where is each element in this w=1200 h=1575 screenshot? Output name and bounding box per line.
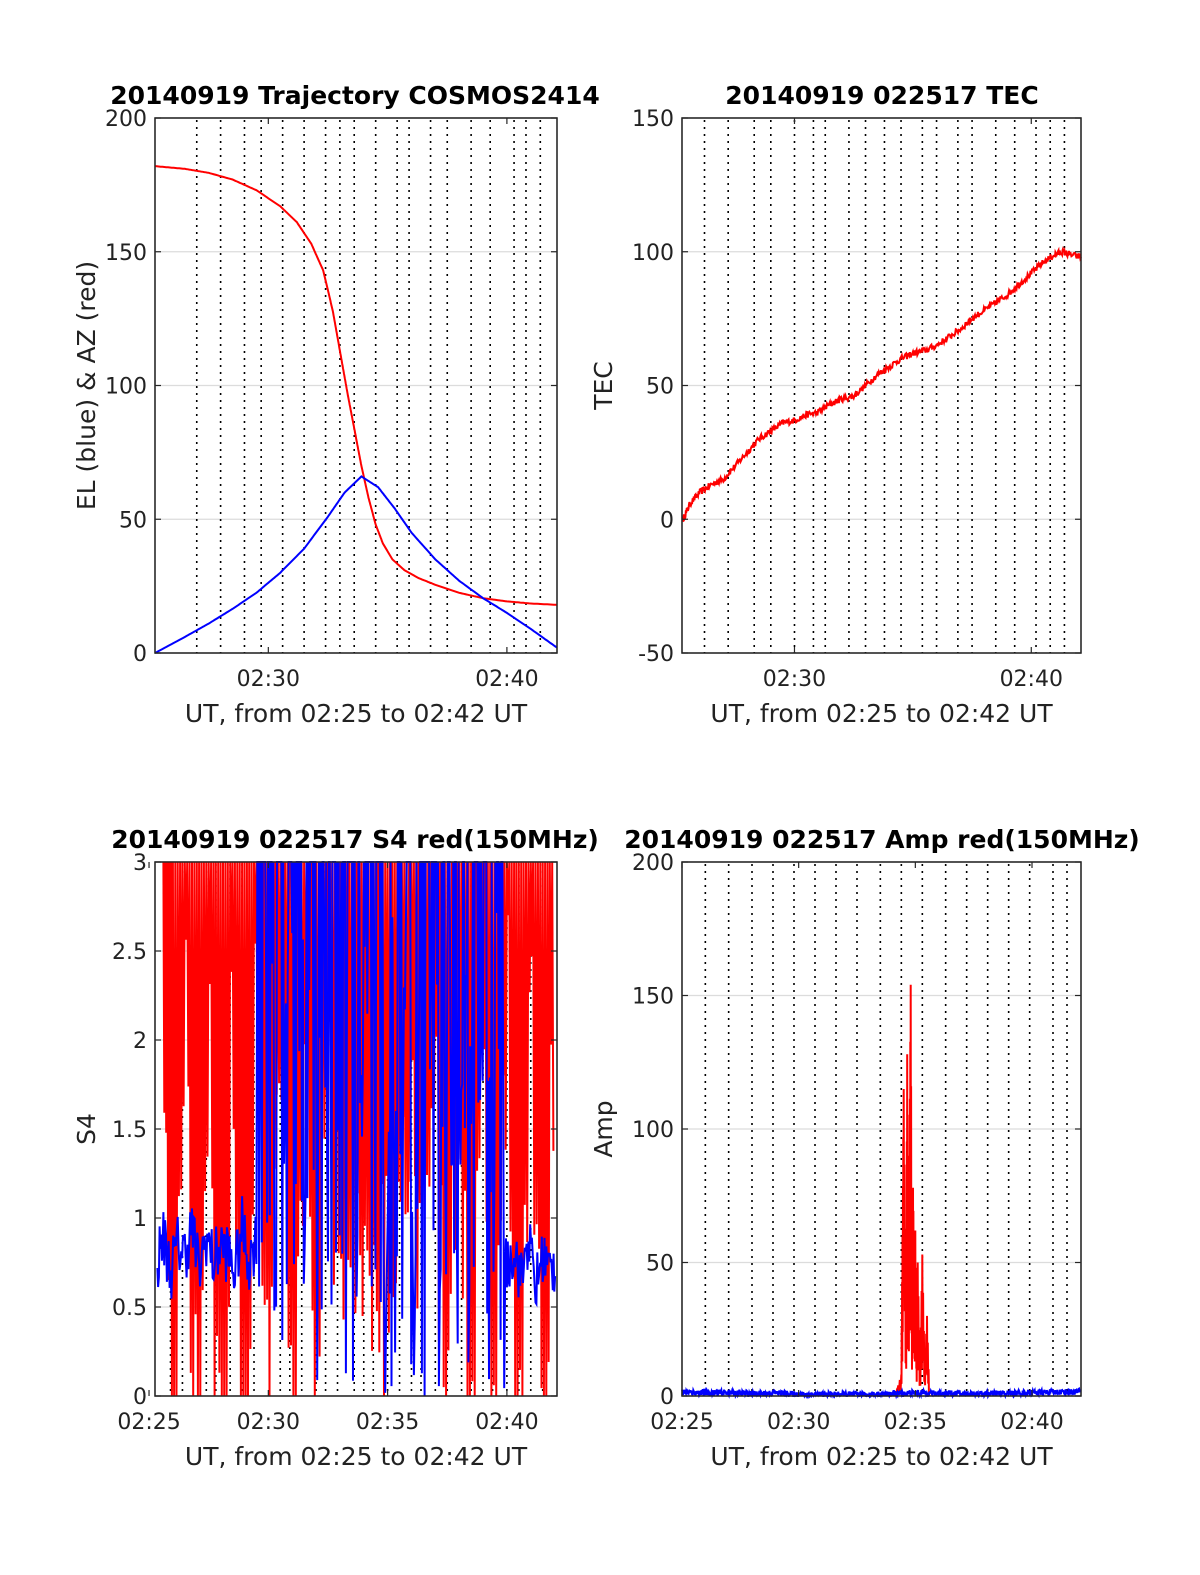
y-tick-label: 2.5 xyxy=(112,940,147,965)
x-tick-label: 02:30 xyxy=(767,1410,830,1435)
x-tick-label: 02:35 xyxy=(356,1410,419,1435)
x-tick-label: 02:30 xyxy=(237,667,300,692)
x-tick-label: 02:30 xyxy=(763,667,826,692)
x-tick-label: 02:30 xyxy=(237,1410,300,1435)
y-tick-label: 200 xyxy=(632,851,674,876)
y-axis-label: Amp xyxy=(589,1100,618,1157)
y-axis-label: EL (blue) & AZ (red) xyxy=(72,261,101,510)
series-line xyxy=(156,861,557,1396)
y-tick-label: 1.5 xyxy=(112,1118,147,1143)
y-tick-label: -50 xyxy=(638,642,674,667)
x-axis-label: UT, from 02:25 to 02:42 UT xyxy=(710,1442,1053,1471)
chart-panel-3: 0 0.5 1 1.5 2 2.5 3 02:25 02:30 02:35 02:40 2014091… xyxy=(72,825,599,1471)
y-tick-label: 0 xyxy=(660,1385,674,1410)
y-tick-label: 0 xyxy=(660,508,674,533)
y-tick-label: 0 xyxy=(133,642,147,667)
y-tick-label: 0 xyxy=(133,1385,147,1410)
y-axis-label: TEC xyxy=(589,361,618,411)
x-tick-label: 02:25 xyxy=(117,1410,180,1435)
chart-panel-2: -50 0 50 100 150 02:30 02:40 20140919 022517 TE… xyxy=(589,81,1082,728)
series-line xyxy=(154,165,558,606)
y-tick-label: 0.5 xyxy=(112,1296,147,1321)
y-tick-label: 150 xyxy=(105,241,147,266)
y-tick-label: 50 xyxy=(646,375,674,400)
series-line xyxy=(682,245,1082,523)
series-2 xyxy=(156,861,557,1396)
x-tick-label: 02:40 xyxy=(475,667,538,692)
y-tick-label: 150 xyxy=(632,107,674,132)
y-tick-label: 100 xyxy=(632,1118,674,1143)
y-tick-label: 3 xyxy=(133,851,147,876)
chart-panel-4: 0 50 100 150 200 02:25 02:30 02:35 02:40 20140919… xyxy=(589,825,1140,1471)
y-axis-label: S4 xyxy=(72,1113,101,1145)
y-tick-label: 200 xyxy=(105,107,147,132)
y-tick-label: 100 xyxy=(632,241,674,266)
chart-title: 20140919 022517 Amp red(150MHz) xyxy=(624,825,1140,854)
x-axis-label: UT, from 02:25 to 02:42 UT xyxy=(710,699,1053,728)
y-tick-label: 1 xyxy=(133,1207,147,1232)
series-2 xyxy=(154,475,558,654)
y-tick-label: 100 xyxy=(105,375,147,400)
series-line xyxy=(154,475,558,654)
x-tick-label: 02:40 xyxy=(1000,1410,1063,1435)
x-tick-label: 02:40 xyxy=(1000,667,1063,692)
y-tick-label: 150 xyxy=(632,985,674,1010)
x-tick-label: 02:35 xyxy=(884,1410,947,1435)
x-axis-label: UT, from 02:25 to 02:42 UT xyxy=(185,1442,528,1471)
series-1 xyxy=(889,984,931,1398)
x-tick-label: 02:25 xyxy=(650,1410,713,1435)
y-tick-label: 50 xyxy=(646,1252,674,1277)
chart-title: 20140919 022517 S4 red(150MHz) xyxy=(111,825,599,854)
series-1 xyxy=(682,245,1082,523)
y-tick-label: 2 xyxy=(133,1029,147,1054)
y-tick-label: 50 xyxy=(119,508,147,533)
x-axis-label: UT, from 02:25 to 02:42 UT xyxy=(185,699,528,728)
series-1 xyxy=(154,165,558,606)
chart-panel-1: 0 50 100 150 200 02:30 02:40 20140919 Trajector… xyxy=(72,81,600,728)
chart-title: 20140919 022517 TEC xyxy=(725,81,1038,110)
series-line xyxy=(889,984,931,1398)
chart-title: 20140919 Trajectory COSMOS2414 xyxy=(110,81,600,110)
x-tick-label: 02:40 xyxy=(475,1410,538,1435)
